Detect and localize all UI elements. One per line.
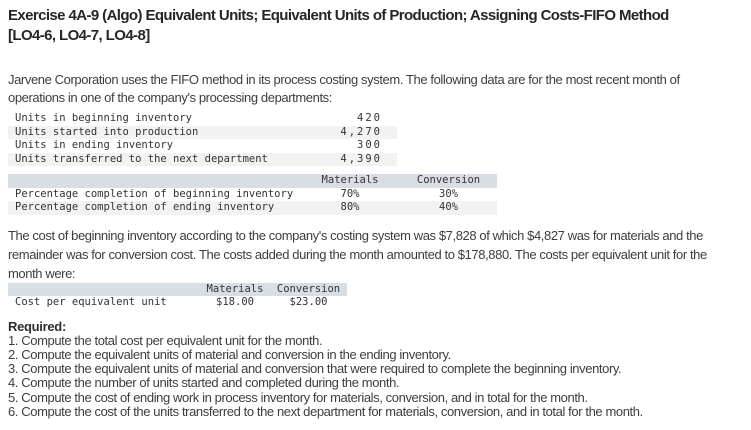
required-heading: Required: — [8, 318, 66, 334]
table-row: Cost per equivalent unit $18.00 $23.00 — [8, 296, 347, 310]
row-label: Cost per equivalent unit — [15, 296, 167, 308]
column-header-materials: Materials — [206, 282, 264, 295]
table-row: Percentage completion of ending inventor… — [8, 201, 497, 215]
intro-paragraph: Jarvene Corporation uses the FIFO method… — [8, 72, 680, 105]
row-value: 300 — [357, 139, 382, 151]
required-item: 1. Compute the total cost per equivalent… — [8, 332, 323, 348]
row-label: Units in beginning inventory — [15, 112, 193, 124]
row-label: Units transferred to the next department — [15, 152, 268, 165]
row-value: 4,390 — [340, 152, 382, 165]
table-row: Percentage completion of beginning inven… — [8, 188, 497, 202]
cost-per-unit-table: Materials Conversion Cost per equivalent… — [8, 282, 347, 310]
row-label: Percentage completion of ending inventor… — [15, 201, 275, 213]
column-header-materials: Materials — [321, 174, 379, 186]
completion-table: Materials Conversion Percentage completi… — [8, 174, 497, 215]
required-item: 6. Compute the cost of the units transfe… — [8, 403, 643, 419]
column-header-conversion: Conversion — [416, 174, 481, 186]
conversion-value: 40% — [439, 201, 458, 213]
required-item: 3. Compute the equivalent units of mater… — [8, 361, 622, 377]
row-value: 4,270 — [340, 125, 382, 138]
column-header-conversion: Conversion — [276, 282, 341, 295]
exercise-panel: Exercise 4A-9 (Algo) Equivalent Units; E… — [8, 7, 743, 420]
page-title: Exercise 4A-9 (Algo) Equivalent Units; E… — [8, 7, 669, 44]
table-header-row: Materials Conversion — [8, 282, 347, 296]
materials-value: 70% — [340, 187, 360, 200]
table-row: Units in ending inventory 300 — [8, 139, 397, 153]
required-item: 4. Compute the number of units started a… — [8, 375, 400, 391]
row-label: Percentage completion of beginning inven… — [15, 187, 294, 200]
conversion-value: $23.00 — [289, 296, 328, 308]
table-header-row: Materials Conversion — [8, 174, 497, 188]
materials-value: 80% — [340, 201, 360, 213]
row-value: 420 — [357, 112, 382, 124]
row-label: Units started into production — [15, 125, 199, 138]
required-list: 1. Compute the total cost per equivalent… — [8, 332, 743, 420]
table-row: Units in beginning inventory 420 — [8, 112, 397, 126]
row-label: Units in ending inventory — [15, 139, 174, 151]
units-table: Units in beginning inventory 420 Units s… — [8, 112, 397, 166]
cost-paragraph: The cost of beginning inventory accordin… — [8, 227, 707, 281]
materials-value: $18.00 — [216, 296, 254, 308]
table-row: Units transferred to the next department… — [8, 152, 397, 166]
required-item: 5. Compute the cost of ending work in pr… — [8, 389, 588, 405]
table-row: Units started into production 4,270 — [8, 125, 397, 139]
conversion-value: 30% — [439, 187, 458, 200]
required-item: 2. Compute the equivalent units of mater… — [8, 346, 451, 362]
